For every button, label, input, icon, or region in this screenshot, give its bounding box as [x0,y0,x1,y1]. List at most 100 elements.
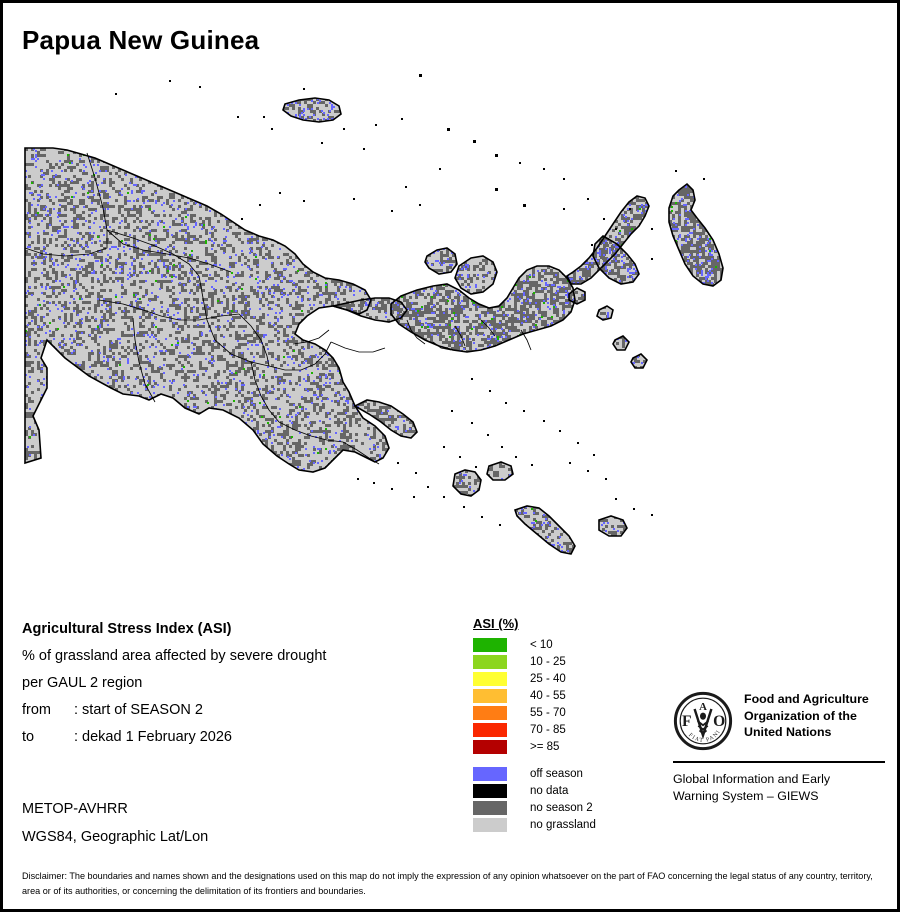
fao-name-line-2: Organization of the [744,708,857,723]
admin-boundary-9 [292,329,330,345]
fao-name-line-1: Food and Agriculture [744,692,869,706]
giews-line-1: Global Information and Early [673,772,831,786]
coastline-neckE [332,297,408,323]
status-legend-label: no grassland [530,818,596,831]
sensor-label: METOP-AVHRR [22,801,128,817]
status-legend-label: no season 2 [530,801,593,814]
giews-line-2: Warning System – GIEWS [673,788,819,803]
coastline-dentre [424,247,458,275]
legend-swatch [473,688,507,703]
legend-swatch [473,671,507,686]
admin-boundary-15 [454,325,466,347]
speckle-smallisle2 [601,312,613,320]
speckle-neSpur [593,236,639,284]
page-title: Papua New Guinea [22,25,260,55]
source-block: METOP-AVHRR WGS84, Geographic Lat/Lon [22,801,208,857]
admin-boundary-layer [24,152,532,465]
period-from-label: from [22,702,51,718]
status-legend-row: no data [473,783,596,798]
coastline-trobriand [486,461,514,481]
coastline-neSpur [592,235,640,285]
speckle-smallisle2 [597,306,613,320]
status-legend-row: no grassland [473,817,596,832]
coastline-dentre2 [454,255,498,295]
legend-label: 55 - 70 [530,706,566,719]
status-legend-label: off season [530,767,583,780]
giews-subtitle: Global Information and Early Warning Sys… [673,771,888,804]
legend-row: 70 - 85 [473,722,566,737]
coastline-smallisle3 [612,335,630,351]
speckle-louisiade2 [599,516,627,536]
admin-boundary-6 [238,313,270,367]
period-to-row: to : dekad 1 February 2026 [22,729,462,745]
admin-boundary-10 [330,341,386,353]
speckle-smallisle4 [631,354,647,368]
asi-legend: ASI (%) < 10 10 - 25 25 - 40 40 - 55 55 - 70… [473,615,566,756]
legend-label: 10 - 25 [530,655,566,668]
coastline-louisiade1 [513,505,576,555]
admin-boundary-4 [98,299,240,321]
admin-boundary-7 [268,341,332,371]
map-raster-layers [24,74,724,555]
legend-label: 25 - 40 [530,672,566,685]
admin-boundary-13 [406,319,426,345]
projection-label: WGS84, Geographic Lat/Lon [22,829,209,845]
svg-text:F: F [682,713,692,730]
status-legend-swatch [473,766,507,781]
admin-boundary-2 [106,229,200,277]
speckle-smallisle3 [613,336,629,350]
legend-label: >= 85 [530,740,560,753]
admin-boundary-14 [432,341,452,351]
fao-name-line-3: United Nations [744,725,832,739]
speckle-dentre2 [457,256,497,294]
admin-boundary-11 [278,421,344,443]
coastline-bougainville [668,182,724,287]
period-to-value: : dekad 1 February 2026 [74,729,232,745]
coastline-louisiade2 [598,515,628,537]
description-heading: Agricultural Stress Index (ASI) [22,621,232,637]
no-season2-layer [25,98,723,554]
coastline-tailSE [353,399,418,439]
description-line-1: % of grassland area affected by severe d… [22,648,327,664]
disclaimer-text: Disclaimer: The boundaries and names sho… [22,871,873,896]
speckle-smallisle1 [569,288,585,304]
fao-divider [673,761,885,763]
admin-boundary-8 [250,361,280,423]
speckle-newbritain [391,266,575,352]
description-line-2: per GAUL 2 region [22,675,143,691]
speckle-louisiade2 [601,516,627,532]
speckle-smallisle4 [631,354,647,366]
legend-row: 10 - 25 [473,654,566,669]
fao-branding: F O A FIAT PANIS Food and Agriculture Or… [671,687,888,804]
admin-boundary-17 [520,329,532,351]
coastline-goodenough [452,469,482,497]
period-to-label: to [22,729,35,745]
period-from-row: from : start of SEASON 2 [22,702,462,718]
legend-row: < 10 [473,637,566,652]
legend-row: 40 - 55 [473,688,566,703]
legend-class-list: < 10 10 - 25 25 - 40 40 - 55 55 - 70 70 - 85 >… [473,637,566,754]
svg-text:O: O [713,713,725,730]
fao-name: Food and Agriculture Organization of the… [744,691,869,741]
speckle-newireland [567,196,649,284]
legend-swatch [473,722,507,737]
speckle-neckE [333,298,407,322]
admin-boundary-16 [480,319,496,337]
period-from-value: : start of SEASON 2 [74,702,203,718]
legend-swatch [473,654,507,669]
speckle-trobriand [487,462,513,480]
legend-swatch [473,739,507,754]
status-legend: off season no data no season 2 no grassland [473,766,596,834]
map-canvas[interactable] [3,58,897,603]
coastline-smallisle2 [596,305,614,321]
speckle-bougainville [669,184,723,286]
status-legend-row: off season [473,766,596,781]
admin-boundary-1 [24,230,108,257]
coastline-smallisle1 [568,287,586,305]
legend-swatch [473,705,507,720]
svg-text:A: A [699,701,707,713]
legend-row: >= 85 [473,739,566,754]
legend-row: 25 - 40 [473,671,566,686]
coastline-mainland [24,147,390,473]
